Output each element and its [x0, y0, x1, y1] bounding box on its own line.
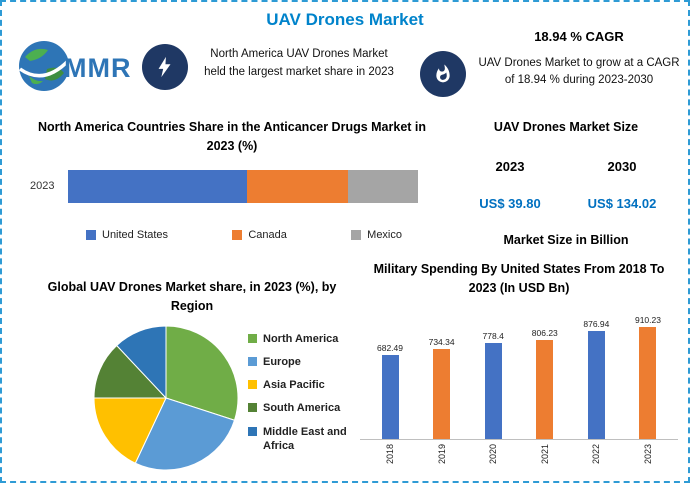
- legend-label-south-america: South America: [263, 402, 341, 415]
- bar-chart-bars: 682.49 734.34 778.4 806.23 876.94 910.23: [360, 308, 678, 440]
- globe-icon: [16, 38, 72, 99]
- pie-chart-legend: North America Europe Asia Pacific South Ame…: [248, 324, 354, 472]
- flame-icon: [420, 51, 466, 97]
- stacked-segment-canada: [246, 169, 348, 203]
- legend-label-asia-pacific: Asia Pacific: [263, 379, 325, 392]
- highlight-right-text: UAV Drones Market to grow at a CAGR of 1…: [478, 57, 680, 87]
- mmr-logo: MMR: [16, 38, 131, 99]
- bar-2018: [381, 354, 399, 439]
- stacked-segment-united-states: [68, 169, 247, 203]
- stacked-bar-legend: United States Canada Mexico: [30, 229, 434, 241]
- bar-column-2021: 806.23: [523, 328, 567, 439]
- x-tick-label-2023: 2023: [642, 443, 653, 464]
- legend-item-asia-pacific: Asia Pacific: [248, 378, 354, 392]
- cagr-heading: 18.94 % CAGR: [534, 29, 624, 44]
- x-tick-cell-2019: 2019: [420, 444, 464, 464]
- bar-value-label-2019: 734.34: [428, 336, 455, 347]
- bar-value-label-2023: 910.23: [634, 314, 661, 325]
- stacked-chart-title: North America Countries Share in the Ant…: [37, 120, 427, 153]
- market-size-year-2023: 2023: [495, 158, 525, 174]
- x-tick-cell-2022: 2022: [574, 444, 618, 464]
- bar-chart-x-axis: 2018 2019 2020 2021 2022 2023: [360, 444, 678, 464]
- legend-swatch-united-states: [86, 229, 96, 240]
- bar-2021: [536, 339, 554, 439]
- pie-slice-asia-pacific: [93, 397, 167, 464]
- x-tick-cell-2021: 2021: [523, 444, 567, 464]
- highlight-left-text: North America UAV Drones Market held the…: [204, 48, 394, 78]
- bar-value-label-2021: 806.23: [531, 327, 558, 338]
- market-size-subtitle: Market Size in Billion: [503, 232, 629, 247]
- stacked-segment-mexico: [348, 169, 418, 203]
- bar-2023: [639, 326, 657, 439]
- x-tick-label-2019: 2019: [436, 443, 447, 464]
- bar-chart-section: Military Spending By United States From …: [360, 260, 678, 464]
- highlight-callout-right: 18.94 % CAGR UAV Drones Market to grow a…: [420, 29, 680, 97]
- market-size-years: 2023 2030: [454, 159, 678, 174]
- legend-swatch-mexico: [351, 229, 362, 240]
- bar-column-2020: 778.4: [471, 331, 515, 439]
- bar-column-2022: 876.94: [574, 319, 618, 439]
- legend-swatch-north-america: [248, 333, 257, 343]
- market-size-value-2023: US$ 39.80: [479, 195, 541, 211]
- legend-swatch-europe: [248, 356, 257, 366]
- x-tick-cell-2018: 2018: [368, 444, 412, 464]
- x-tick-label-2022: 2022: [591, 443, 602, 464]
- legend-label-united-states: United States: [102, 228, 169, 241]
- x-tick-label-2021: 2021: [539, 443, 550, 464]
- legend-label-mexico: Mexico: [367, 228, 402, 241]
- bar-2020: [484, 342, 502, 439]
- legend-label-middle-east-and-africa: Middle East and Africa: [263, 425, 347, 452]
- legend-item-europe: Europe: [248, 355, 354, 369]
- bar-2022: [587, 330, 605, 439]
- legend-swatch-canada: [232, 229, 243, 240]
- market-size-panel: UAV Drones Market Size 2023 2030 US$ 39.…: [454, 118, 678, 247]
- pie-slice-middle-east-and-africa: [116, 324, 167, 399]
- bar-2019: [433, 348, 451, 439]
- highlight-callout-left: North America UAV Drones Market held the…: [142, 44, 398, 90]
- bar-column-2023: 910.23: [626, 315, 670, 439]
- x-tick-label-2018: 2018: [385, 443, 395, 464]
- page-title: UAV Drones Market: [266, 10, 424, 29]
- legend-item-middle-east-and-africa: Middle East and Africa: [248, 425, 354, 454]
- x-tick-cell-2023: 2023: [626, 444, 670, 464]
- legend-item-south-america: South America: [248, 401, 354, 415]
- stacked-bar-chart-section: North America Countries Share in the Ant…: [30, 118, 434, 241]
- pie-chart: [93, 324, 239, 470]
- stacked-category-label: 2023: [30, 180, 55, 192]
- legend-item-canada: Canada: [232, 229, 287, 241]
- bar-value-label-2020: 778.4: [482, 330, 504, 341]
- market-size-year-2030: 2030: [607, 158, 637, 174]
- lightning-icon: [142, 44, 188, 90]
- legend-swatch-middle-east-and-africa: [248, 426, 257, 436]
- legend-label-north-america: North America: [263, 332, 339, 345]
- market-size-title: UAV Drones Market Size: [493, 120, 639, 134]
- bar-chart-title: Military Spending By United States From …: [373, 262, 665, 295]
- legend-label-canada: Canada: [248, 228, 287, 241]
- pie-chart-section: Global UAV Drones Market share, in 2023 …: [26, 278, 358, 472]
- x-tick-label-2020: 2020: [488, 443, 499, 464]
- legend-label-europe: Europe: [263, 355, 301, 368]
- legend-item-united-states: United States: [86, 229, 168, 241]
- market-size-values: US$ 39.80 US$ 134.02: [454, 196, 678, 211]
- logo-text: MMR: [64, 53, 132, 83]
- legend-swatch-asia-pacific: [248, 380, 257, 390]
- x-tick-cell-2020: 2020: [471, 444, 515, 464]
- legend-item-north-america: North America: [248, 332, 354, 346]
- pie-slice-north-america: [165, 324, 239, 421]
- bar-value-label-2022: 876.94: [583, 318, 610, 329]
- stacked-bar: [68, 169, 418, 203]
- pie-chart-title: Global UAV Drones Market share, in 2023 …: [47, 280, 337, 313]
- market-size-value-2030: US$ 134.02: [587, 195, 657, 211]
- legend-item-mexico: Mexico: [351, 229, 402, 241]
- pie-slice-south-america: [93, 344, 168, 398]
- legend-swatch-south-america: [248, 403, 257, 413]
- bar-column-2018: 682.49: [368, 343, 412, 439]
- pie-slice-europe: [134, 396, 236, 470]
- bar-value-label-2018: 682.49: [377, 342, 403, 353]
- bar-column-2019: 734.34: [420, 337, 464, 439]
